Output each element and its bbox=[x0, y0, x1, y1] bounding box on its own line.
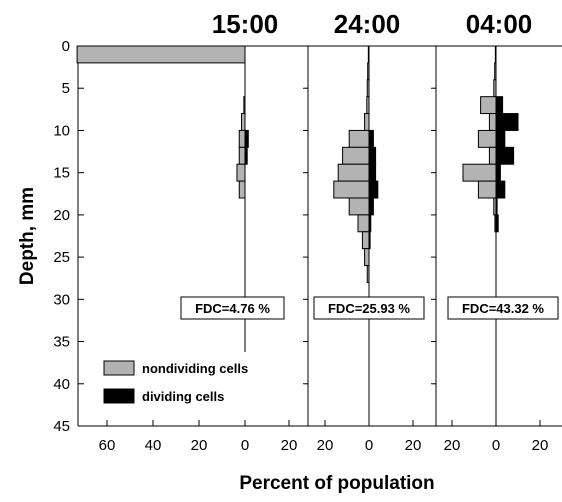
nondividing-bar bbox=[480, 96, 497, 115]
dividing-bar bbox=[368, 163, 377, 182]
dividing-bar bbox=[495, 129, 506, 148]
x-tick-label: 40 bbox=[145, 437, 162, 454]
x-tick-label: 20 bbox=[191, 437, 208, 454]
fdc-label: FDC=43.32 % bbox=[462, 301, 544, 316]
nondividing-bar bbox=[238, 146, 246, 165]
nondividing-bar bbox=[238, 180, 246, 199]
nondividing-bar bbox=[488, 146, 497, 165]
nondividing-bar bbox=[477, 180, 497, 199]
dividing-bar bbox=[244, 129, 249, 148]
x-tick-label: 20 bbox=[281, 437, 298, 454]
x-tick-label: 20 bbox=[444, 437, 461, 454]
legend-label: dividing cells bbox=[142, 389, 224, 404]
nondividing-bar bbox=[236, 163, 246, 182]
nondividing-bar bbox=[462, 163, 497, 182]
dividing-bar bbox=[495, 197, 498, 216]
nondividing-bar bbox=[493, 79, 497, 98]
panel-title: 15:00 bbox=[212, 9, 279, 39]
nondividing-bar bbox=[366, 265, 370, 283]
dividing-bar bbox=[495, 180, 506, 199]
dividing-bar bbox=[368, 180, 379, 199]
nondividing-bar bbox=[76, 45, 246, 64]
nondividing-bar bbox=[342, 146, 370, 165]
panel-title: 04:00 bbox=[466, 9, 533, 39]
y-tick-label: 20 bbox=[53, 207, 70, 224]
fdc-box bbox=[313, 296, 425, 320]
dividing-bar bbox=[368, 129, 374, 148]
x-axis-label: Percent of population bbox=[239, 473, 434, 494]
x-tick-label: 20 bbox=[405, 437, 422, 454]
nondividing-bar bbox=[488, 113, 497, 131]
nondividing-bar bbox=[241, 113, 246, 131]
y-tick-label: 25 bbox=[53, 249, 70, 266]
nondividing-bar bbox=[238, 129, 246, 148]
y-tick-label: 10 bbox=[53, 122, 70, 139]
legend-swatch bbox=[103, 388, 135, 404]
fdc-box bbox=[180, 296, 285, 320]
x-tick-label: 0 bbox=[492, 437, 500, 454]
dividing-bar bbox=[368, 231, 371, 250]
nondividing-bar bbox=[494, 45, 497, 64]
y-tick-label: 45 bbox=[53, 418, 70, 435]
fdc-label: FDC=25.93 % bbox=[328, 301, 410, 316]
dividing-bar bbox=[495, 113, 519, 131]
dividing-bar bbox=[495, 96, 504, 115]
y-axis-label: Depth, mm bbox=[17, 187, 38, 285]
x-tick-label: 20 bbox=[532, 437, 549, 454]
nondividing-bar bbox=[477, 129, 497, 148]
y-tick-label: 0 bbox=[62, 38, 70, 55]
x-tick-label: 0 bbox=[365, 437, 373, 454]
x-tick-label: 60 bbox=[99, 437, 116, 454]
legend-label: nondividing cells bbox=[142, 361, 248, 376]
nondividing-bar bbox=[366, 96, 370, 115]
nondividing-bar bbox=[348, 129, 370, 148]
nondividing-bar bbox=[494, 62, 497, 81]
x-tick-label: 20 bbox=[317, 437, 334, 454]
x-tick-label: 0 bbox=[241, 437, 249, 454]
nondividing-bar bbox=[243, 96, 246, 115]
legend-swatch bbox=[103, 360, 135, 376]
nondividing-bar bbox=[367, 45, 370, 64]
nondividing-bar bbox=[364, 113, 370, 131]
y-tick-label: 30 bbox=[53, 291, 70, 308]
nondividing-bar bbox=[361, 231, 370, 250]
nondividing-bar bbox=[337, 163, 370, 182]
nondividing-bar bbox=[367, 62, 370, 81]
dividing-bar bbox=[495, 214, 499, 233]
panel-title: 24:00 bbox=[334, 9, 401, 39]
nondividing-bar bbox=[348, 197, 370, 216]
dividing-bar bbox=[244, 146, 248, 165]
nondividing-bar bbox=[333, 180, 370, 199]
dividing-bar bbox=[368, 197, 374, 216]
y-tick-label: 15 bbox=[53, 165, 70, 182]
fdc-box bbox=[447, 296, 559, 320]
dividing-bar bbox=[495, 146, 515, 165]
nondividing-bar bbox=[357, 214, 370, 233]
y-tick-label: 5 bbox=[62, 80, 70, 97]
y-tick-label: 35 bbox=[53, 334, 70, 351]
y-tick-label: 40 bbox=[53, 376, 70, 393]
dividing-bar bbox=[368, 146, 377, 165]
nondividing-bar bbox=[366, 79, 370, 98]
nondividing-bar bbox=[364, 248, 370, 267]
dividing-bar bbox=[495, 163, 501, 182]
dividing-bar bbox=[368, 214, 372, 233]
fdc-label: FDC=4.76 % bbox=[195, 301, 270, 316]
